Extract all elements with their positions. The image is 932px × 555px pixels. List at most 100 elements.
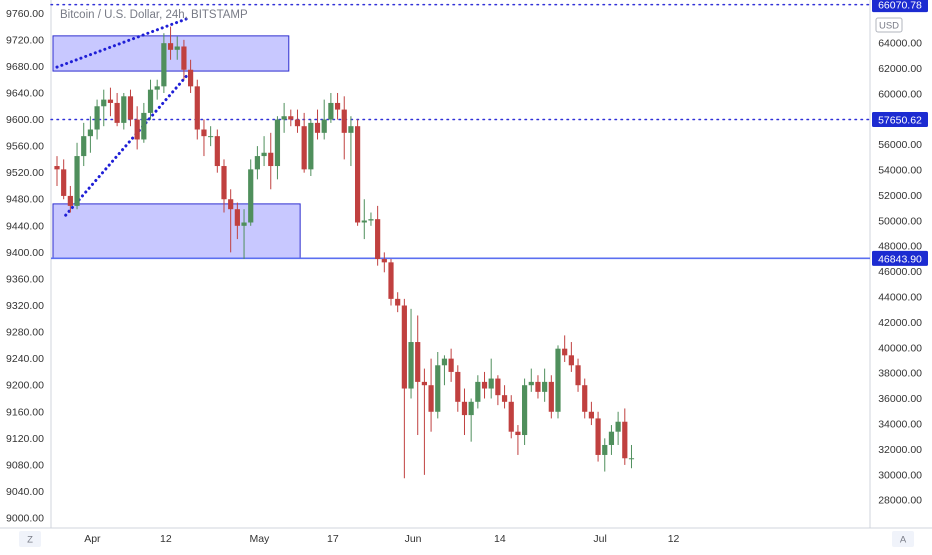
- candle-body: [228, 199, 234, 210]
- candle: [428, 358, 434, 432]
- candle: [167, 26, 174, 60]
- candle-body: [622, 421, 628, 459]
- price-tag-label: 46843.90: [878, 253, 922, 265]
- currency-badge[interactable]: USD: [875, 17, 903, 33]
- candle: [301, 112, 307, 173]
- candle-body: [615, 421, 621, 432]
- candle: [67, 185, 73, 213]
- right-axis-tick-label: 64000.00: [878, 38, 922, 50]
- candle-body: [161, 43, 167, 87]
- candle-body: [141, 112, 147, 140]
- candle-body: [361, 220, 367, 223]
- candle: [415, 315, 421, 436]
- candle-body: [194, 86, 200, 130]
- plot-area: [51, 0, 870, 528]
- candle: [522, 378, 528, 445]
- candle-body: [608, 431, 615, 445]
- candle: [81, 122, 87, 167]
- candle-body: [495, 378, 501, 396]
- candle-body: [548, 381, 554, 412]
- left-axis-tick-label: 9240.00: [6, 353, 44, 365]
- candle-body: [542, 381, 548, 392]
- right-axis-tick-label: 38000.00: [878, 368, 922, 380]
- candle-body: [628, 458, 635, 460]
- candle: [274, 116, 281, 180]
- candle-body: [147, 89, 154, 113]
- candle-body: [421, 381, 427, 386]
- candle-body: [308, 122, 314, 170]
- candles-layer: [54, 26, 635, 479]
- auto-scale-button[interactable]: A: [892, 531, 914, 547]
- left-axis-tick-label: 9000.00: [6, 513, 44, 525]
- candle-body: [154, 86, 160, 90]
- candle: [542, 368, 548, 402]
- candle-body: [508, 401, 514, 432]
- candle: [395, 292, 401, 313]
- candle: [495, 375, 501, 406]
- candle: [121, 92, 127, 130]
- candle-body: [575, 365, 581, 386]
- chart-title: Bitcoin / U.S. Dollar, 24h, BITSTAMP: [60, 9, 248, 21]
- candle-body: [381, 259, 387, 263]
- candle: [228, 189, 234, 253]
- candle-body: [568, 355, 574, 366]
- right-axis-tick-label: 60000.00: [878, 88, 922, 100]
- right-axis-tick-label: 36000.00: [878, 393, 922, 405]
- candle: [194, 79, 200, 140]
- candle-body: [515, 431, 521, 436]
- candle: [101, 89, 107, 127]
- candle-body: [254, 156, 260, 170]
- candle: [288, 109, 294, 127]
- candle-body: [475, 381, 481, 402]
- candle-body: [74, 156, 80, 206]
- candle: [501, 385, 508, 409]
- candle: [314, 109, 321, 140]
- left-axis-tick-label: 9400.00: [6, 247, 44, 259]
- trendline: [55, 17, 189, 69]
- zoom-button-label: Z: [27, 535, 33, 546]
- price-tag: [872, 112, 928, 128]
- candle: [595, 411, 601, 462]
- candle: [141, 102, 147, 143]
- time-axis-tick-label: 14: [494, 533, 506, 545]
- candle: [528, 368, 534, 392]
- candle-body: [188, 69, 194, 87]
- right-axis-tick-label: 40000.00: [878, 342, 922, 354]
- candle-body: [274, 119, 281, 167]
- candle: [461, 388, 468, 436]
- right-axis-tick-label: 62000.00: [878, 63, 922, 75]
- candle-body: [208, 136, 214, 138]
- candle-body: [341, 109, 347, 133]
- candle-body: [588, 411, 594, 419]
- left-axis-tick-label: 9720.00: [6, 34, 44, 46]
- candle: [535, 375, 541, 399]
- candle-body: [461, 401, 468, 416]
- right-axis-tick-label: 44000.00: [878, 292, 922, 304]
- zoom-button[interactable]: Z: [19, 531, 41, 547]
- candle: [455, 365, 461, 412]
- left-axis-tick-label: 9440.00: [6, 220, 44, 232]
- left-axis-tick-label: 9600.00: [6, 114, 44, 126]
- right-axis-tick-label: 30000.00: [878, 469, 922, 481]
- right-axis-tick-label: 50000.00: [878, 215, 922, 227]
- candle-body: [595, 418, 601, 455]
- right-axis-tick-label: 48000.00: [878, 241, 922, 253]
- candle: [54, 156, 60, 186]
- time-axis: Apr 12 May 17 Jun 14 Jul 12: [84, 533, 679, 545]
- candle: [114, 92, 120, 127]
- candle: [221, 159, 227, 213]
- candle: [448, 348, 454, 382]
- candle-body: [328, 102, 334, 120]
- trendlines-layer: [55, 17, 190, 217]
- candle-body: [301, 126, 307, 170]
- candle: [468, 398, 474, 442]
- candle: [582, 378, 588, 419]
- right-axis-tick-label: 46000.00: [878, 266, 922, 278]
- candle-body: [555, 348, 561, 412]
- candle: [147, 79, 154, 120]
- zone-rect: [52, 203, 301, 259]
- candle-body: [468, 401, 474, 416]
- right-axis-tick-label: 34000.00: [878, 419, 922, 431]
- time-axis-tick-label: 12: [160, 533, 172, 545]
